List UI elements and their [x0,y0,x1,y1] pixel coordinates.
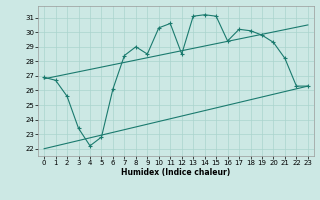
X-axis label: Humidex (Indice chaleur): Humidex (Indice chaleur) [121,168,231,177]
